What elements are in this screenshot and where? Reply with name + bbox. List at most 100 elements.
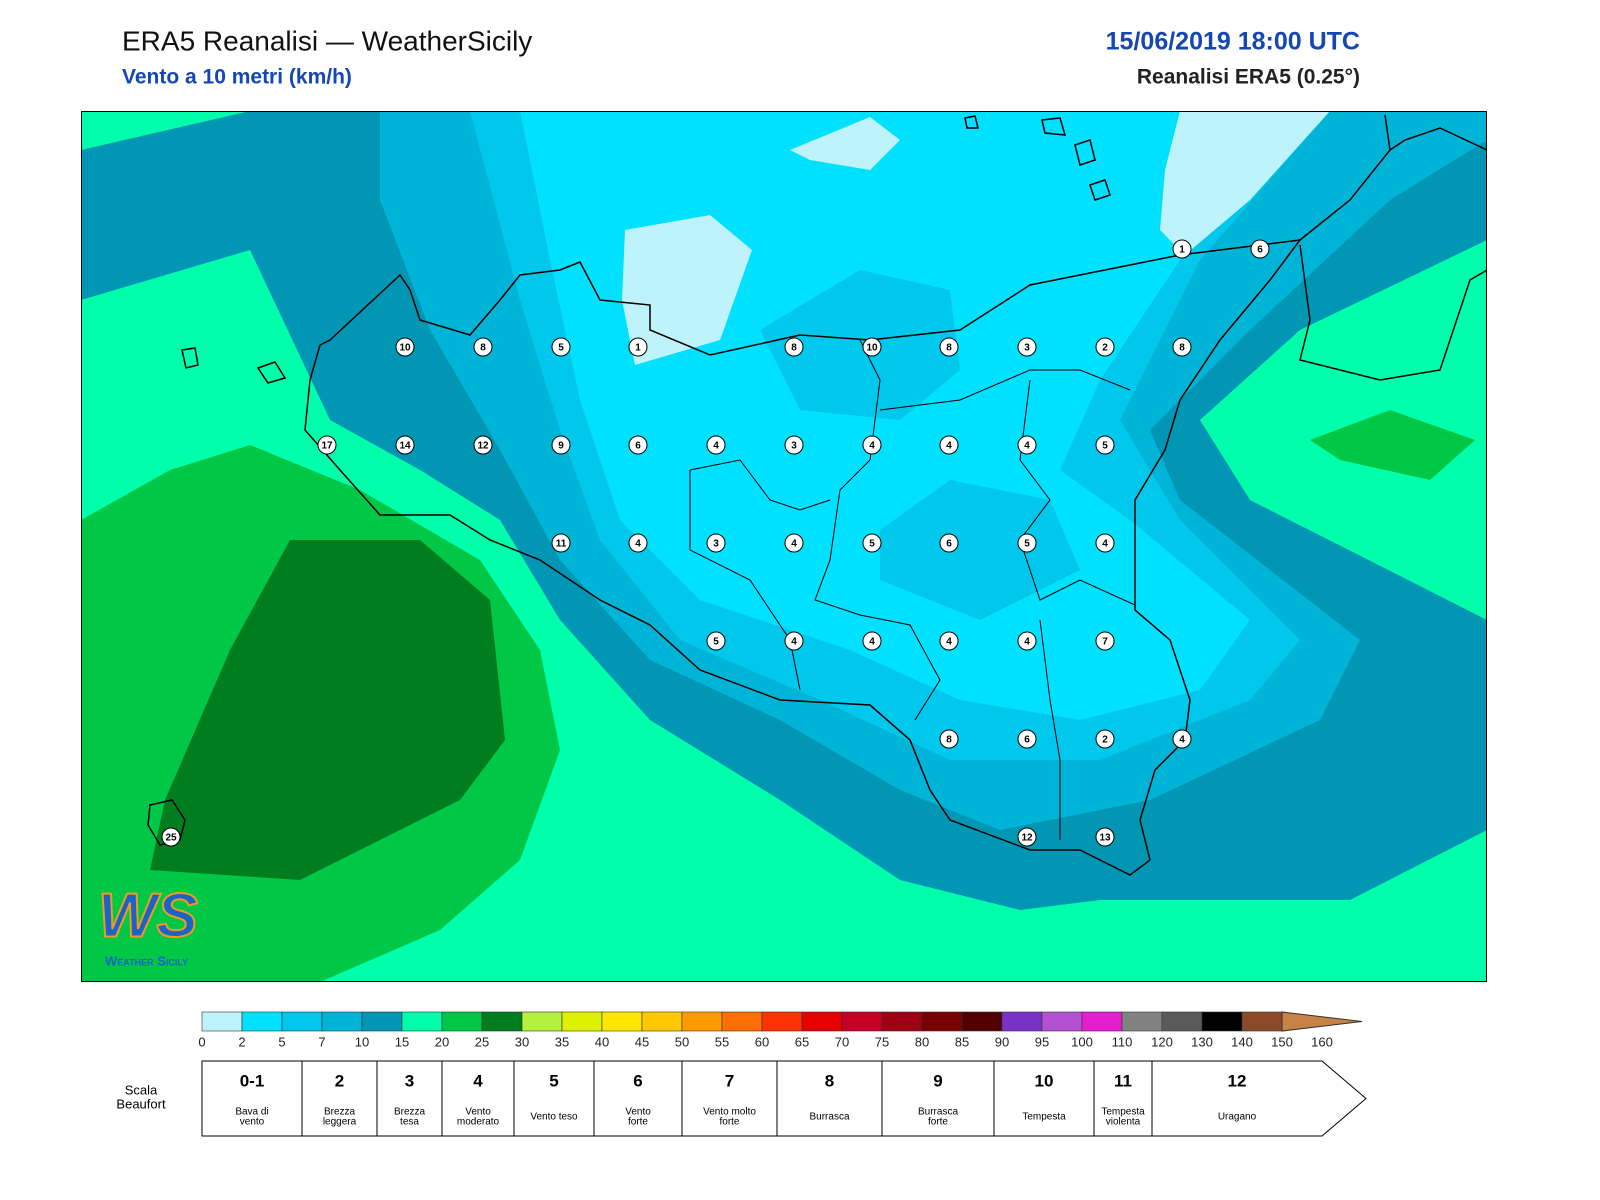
date: 15/06/2019 18:00 UTC: [1106, 28, 1360, 56]
station-marker: [1172, 337, 1192, 357]
station-value: 6: [1024, 735, 1030, 746]
scale-swatch: [801, 1011, 843, 1032]
scale-swatch: [281, 1011, 323, 1032]
station-marker: [161, 827, 181, 847]
beaufort-label: Burrasca: [918, 1107, 958, 1118]
color-scale: 0 2 5 7 10 15 20 25 30 35 40 45 50 55 60 65 70 75 80 85 90 95…: [198, 1011, 1363, 1049]
station-marker: [939, 631, 959, 651]
station-marker: [473, 435, 493, 455]
scale-tick-label: 160: [1311, 1034, 1333, 1049]
station-marker: [862, 533, 882, 553]
station-value: 14: [399, 441, 411, 452]
scale-swatch: [361, 1011, 403, 1032]
station-marker: [1095, 631, 1115, 651]
beaufort-label: forte: [928, 1117, 948, 1128]
beaufort-force: 10: [1035, 1071, 1054, 1090]
beaufort-label: vento: [240, 1117, 265, 1128]
station-marker: [1172, 729, 1192, 749]
station-value: 17: [321, 441, 333, 452]
station-marker: [628, 337, 648, 357]
beaufort-label: Tempesta: [1101, 1107, 1145, 1118]
station-value: 8: [791, 343, 797, 354]
beaufort-label: Brezza: [324, 1107, 356, 1118]
station-value: 2: [1102, 735, 1108, 746]
scale-tick-label: 50: [675, 1034, 689, 1049]
beaufort-force: 0-1: [240, 1071, 265, 1090]
scale-tick-label: 95: [1035, 1034, 1049, 1049]
station-value: 4: [869, 637, 875, 648]
station-marker: [1095, 435, 1115, 455]
contour: [1160, 111, 1330, 255]
scale-swatch: [481, 1011, 523, 1032]
scale-tick-label: 45: [635, 1034, 649, 1049]
scale-tick-label: 30: [515, 1034, 529, 1049]
station-value: 4: [869, 441, 875, 452]
station-marker: [473, 337, 493, 357]
station-value: 5: [713, 637, 719, 648]
station-value: 10: [399, 343, 411, 354]
station-value: 4: [791, 539, 797, 550]
beaufort-force: 8: [825, 1071, 834, 1090]
station-value: 8: [1179, 343, 1185, 354]
station-value: 4: [1024, 637, 1030, 648]
station-marker: [1095, 827, 1115, 847]
scale-swatch: [241, 1011, 283, 1032]
province-border: [689, 459, 831, 511]
scale-swatch: [641, 1011, 683, 1032]
station-value: 3: [791, 441, 797, 452]
station-marker: [862, 435, 882, 455]
beaufort-force: 12: [1228, 1071, 1247, 1090]
beaufort-label: Brezza: [394, 1107, 426, 1118]
scale-tick-label: 90: [995, 1034, 1009, 1049]
beaufort-label: Vento molto: [703, 1107, 756, 1118]
beaufort-label: Burrasca: [809, 1112, 849, 1123]
station-marker: [1017, 631, 1037, 651]
scale-tick-label: 140: [1231, 1034, 1253, 1049]
scale-tick-label: 75: [875, 1034, 889, 1049]
subtitle: Vento a 10 metri (km/h): [122, 66, 352, 89]
station-value: 4: [1102, 539, 1108, 550]
scale-tick-label: 85: [955, 1034, 969, 1049]
station-value: 11: [556, 539, 567, 550]
scale-tick-label: 25: [475, 1034, 489, 1049]
beaufort-label: Tempesta: [1022, 1112, 1066, 1123]
station-value: 3: [713, 539, 719, 550]
scale-swatch: [201, 1011, 243, 1032]
scale-swatch: [1121, 1011, 1163, 1032]
beaufort-force: 7: [725, 1071, 734, 1090]
station-marker: [1017, 337, 1037, 357]
scale-swatch: [1161, 1011, 1203, 1032]
station-marker: [551, 435, 571, 455]
station-value: 13: [1099, 833, 1111, 844]
station-value: 4: [713, 441, 719, 452]
scale-arrow: [1281, 1011, 1363, 1032]
station-marker: [862, 337, 882, 357]
province-border: [1039, 619, 1061, 840]
scale-tick-label: 2: [238, 1034, 245, 1049]
station-marker: [784, 337, 804, 357]
station-value: 12: [1021, 833, 1033, 844]
scale-tick-label: 7: [318, 1034, 325, 1049]
scale-tick-label: 35: [555, 1034, 569, 1049]
scale-tick-label: 15: [395, 1034, 409, 1049]
station-marker: [1250, 239, 1270, 259]
logo: WS Weather Sicily: [97, 880, 199, 968]
beaufort-label: Vento: [465, 1107, 491, 1118]
station-marker: [628, 533, 648, 553]
scale-tick-label: 70: [835, 1034, 849, 1049]
beaufort-force: 9: [933, 1071, 942, 1090]
scale-swatch: [681, 1011, 723, 1032]
scale-tick-label: 20: [435, 1034, 449, 1049]
logo-text: Weather Sicily: [105, 953, 188, 968]
station-marker: [1017, 435, 1037, 455]
station-value: 4: [1179, 735, 1185, 746]
station-marker: [1017, 729, 1037, 749]
station-value: 8: [946, 735, 952, 746]
scale-tick-label: 60: [755, 1034, 769, 1049]
scale-swatch: [1041, 1011, 1083, 1032]
station-marker: [551, 533, 571, 553]
coastline: [1389, 127, 1487, 151]
station-marker: [1172, 239, 1192, 259]
beaufort-force: 6: [633, 1071, 642, 1090]
beaufort-label: Vento: [625, 1107, 651, 1118]
